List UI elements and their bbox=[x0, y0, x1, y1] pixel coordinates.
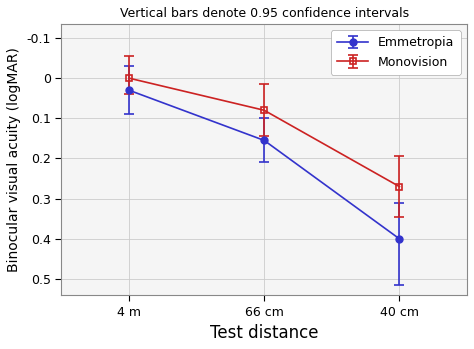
Legend: Emmetropia, Monovision: Emmetropia, Monovision bbox=[331, 30, 461, 75]
Title: Vertical bars denote 0.95 confidence intervals: Vertical bars denote 0.95 confidence int… bbox=[119, 7, 409, 20]
Y-axis label: Binocular visual acuity (logMAR): Binocular visual acuity (logMAR) bbox=[7, 47, 21, 272]
X-axis label: Test distance: Test distance bbox=[210, 324, 319, 342]
